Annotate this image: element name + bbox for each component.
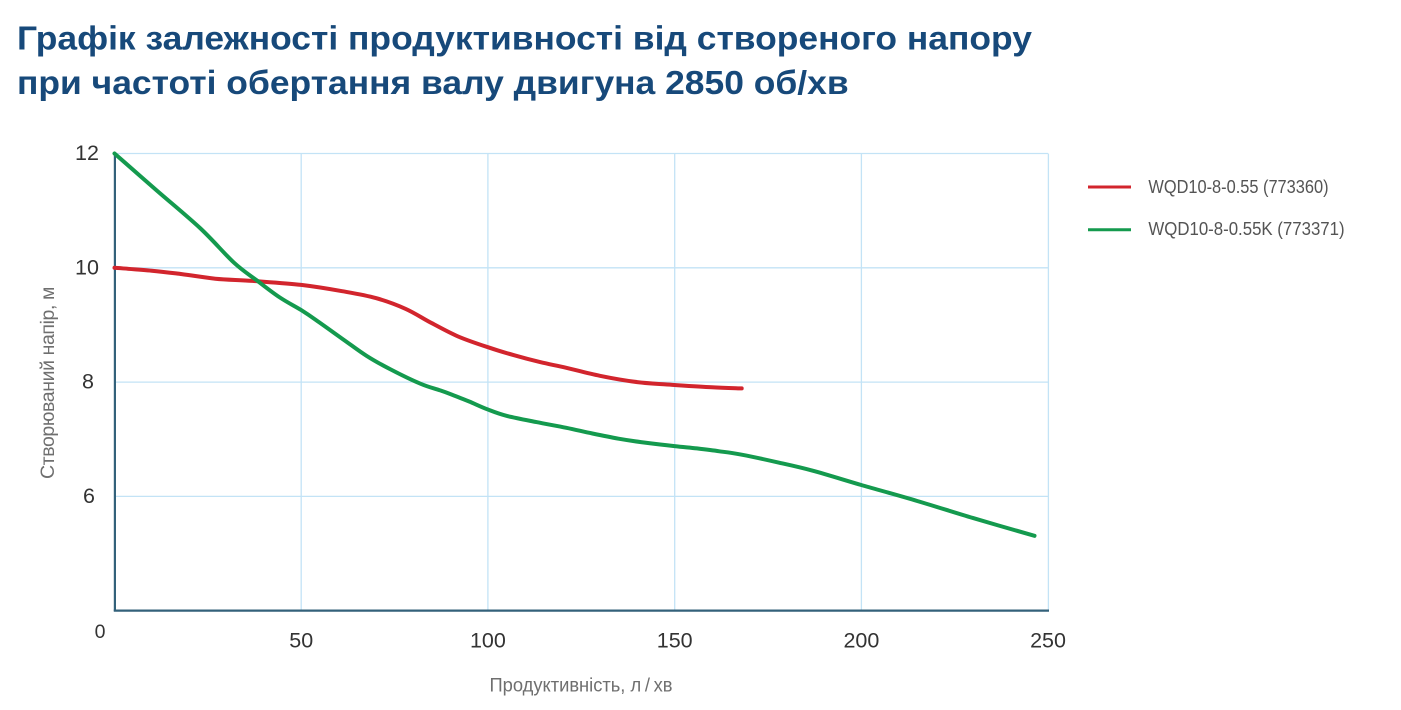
svg-text:12: 12	[75, 141, 99, 165]
svg-text:0: 0	[95, 621, 106, 643]
svg-text:6: 6	[83, 484, 95, 508]
svg-text:WQD10-8-0.55K (773371): WQD10-8-0.55K (773371)	[1148, 218, 1344, 239]
svg-text:WQD10-8-0.55 (773360): WQD10-8-0.55 (773360)	[1148, 176, 1328, 197]
svg-text:10: 10	[75, 255, 99, 279]
svg-text:8: 8	[82, 370, 94, 394]
svg-text:100: 100	[470, 629, 506, 653]
svg-text:Продуктивність, л / хв: Продуктивність, л / хв	[490, 675, 673, 697]
svg-text:250: 250	[1030, 629, 1066, 653]
svg-text:Графік залежності продуктивнос: Графік залежності продуктивності від ств…	[17, 20, 1032, 57]
svg-text:200: 200	[843, 629, 879, 653]
svg-text:Створюваний напір, м: Створюваний напір, м	[37, 287, 59, 479]
svg-text:50: 50	[289, 629, 313, 653]
svg-text:при частоті обертання валу дви: при частоті обертання валу двигуна 2850 …	[17, 65, 849, 102]
svg-text:150: 150	[657, 629, 693, 653]
